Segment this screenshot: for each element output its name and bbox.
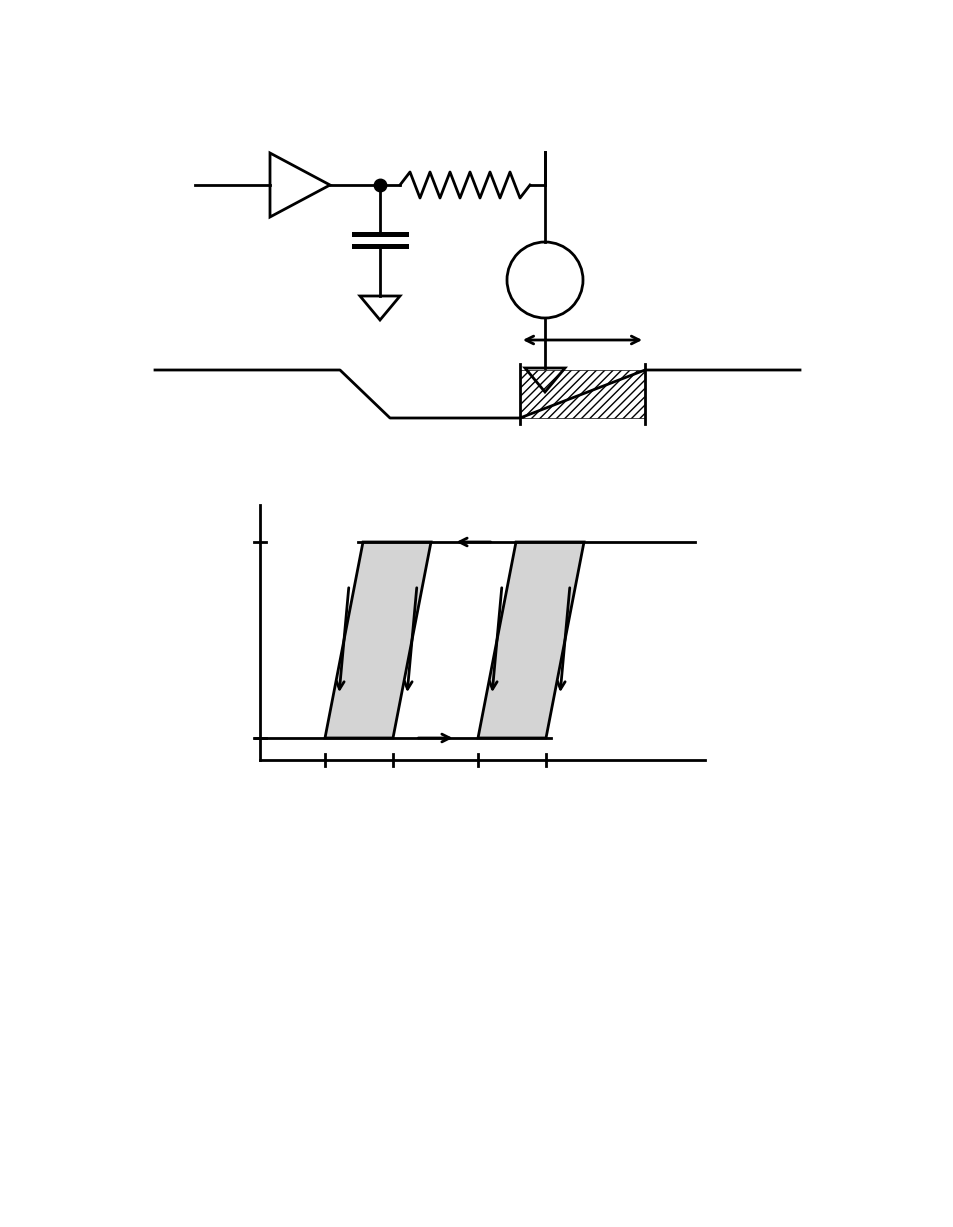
Bar: [519, 371, 644, 418]
Polygon shape: [325, 542, 431, 737]
Polygon shape: [477, 542, 583, 737]
